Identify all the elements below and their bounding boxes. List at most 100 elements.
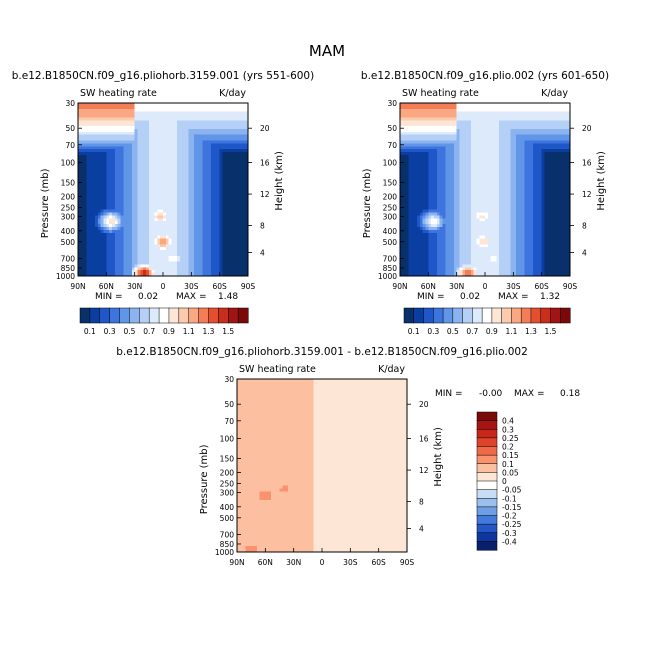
- contour-cell: [202, 160, 206, 165]
- contour-cell: [408, 261, 412, 265]
- contour-cell: [417, 137, 421, 141]
- contour-cell: [151, 232, 155, 237]
- contour-cell: [231, 146, 235, 150]
- contour-cell: [436, 126, 441, 130]
- contour-cell: [171, 163, 175, 167]
- contour-cell: [97, 131, 102, 136]
- contour-cell: [434, 206, 438, 211]
- contour-cell: [417, 175, 421, 179]
- contour-cell: [165, 226, 170, 231]
- contour-cell: [225, 264, 229, 268]
- contour-cell: [428, 221, 432, 225]
- contour-cell: [431, 226, 435, 231]
- contour-cell: [129, 241, 133, 245]
- contour-cell: [194, 261, 198, 265]
- contour-cell: [103, 126, 107, 130]
- contour-cell: [219, 154, 223, 159]
- contour-cell: [425, 273, 429, 277]
- contour-cell: [208, 192, 212, 196]
- contour-cell: [163, 146, 167, 150]
- contour-cell: [239, 111, 243, 116]
- contour-cell: [112, 114, 116, 118]
- x-tick-label: 90N: [70, 282, 85, 291]
- contour-cell: [185, 238, 189, 242]
- contour-cell: [199, 232, 204, 237]
- contour-cell: [197, 250, 201, 254]
- contour-cell: [422, 152, 426, 156]
- contour-cell: [100, 128, 104, 133]
- contour-cell: [456, 235, 460, 240]
- contour-cell: [114, 152, 119, 156]
- contour-cell: [191, 140, 195, 144]
- contour-cell: [123, 175, 127, 179]
- contour-cell: [425, 241, 429, 245]
- contour-cell: [202, 166, 206, 170]
- contour-cell: [222, 252, 226, 257]
- chart-subtitle-left: SW heating rate: [80, 88, 157, 99]
- contour-cell: [442, 203, 446, 208]
- contour-cell: [208, 146, 212, 150]
- contour-cell: [245, 255, 249, 260]
- contour-cell: [242, 224, 246, 228]
- contour-cell: [131, 108, 136, 113]
- contour-cell: [425, 198, 429, 202]
- contour-cell: [106, 108, 110, 113]
- contour-cell: [92, 229, 96, 234]
- contour-cell: [180, 177, 184, 182]
- contour-cell: [177, 117, 181, 121]
- contour-cell: [171, 123, 175, 127]
- contour-cell: [160, 238, 164, 242]
- contour-cell: [400, 117, 404, 121]
- contour-cell: [103, 215, 107, 219]
- contour-cell: [86, 177, 90, 182]
- contour-cell: [117, 166, 121, 170]
- contour-cell: [123, 123, 127, 127]
- contour-cell: [191, 226, 195, 231]
- contour-cell: [228, 215, 232, 219]
- contour-cell: [228, 120, 232, 124]
- contour-cell: [231, 137, 235, 141]
- contour-cell: [233, 117, 238, 121]
- contour-cell: [419, 206, 424, 211]
- contour-cell: [180, 149, 184, 153]
- contour-cell: [202, 123, 206, 127]
- contour-cell: [137, 258, 141, 263]
- contour-cell: [97, 140, 102, 144]
- contour-cell: [408, 198, 412, 202]
- contour-cell: [134, 126, 138, 130]
- contour-cell: [188, 192, 192, 196]
- contour-cell: [456, 264, 460, 268]
- contour-cell: [219, 180, 223, 185]
- contour-cell: [146, 195, 150, 199]
- contour-cell: [97, 203, 102, 208]
- contour-cell: [400, 103, 404, 107]
- contour-cell: [185, 261, 189, 265]
- contour-cell: [109, 128, 113, 133]
- contour-cell: [436, 183, 441, 188]
- contour-cell: [453, 198, 458, 202]
- contour-cell: [106, 154, 110, 159]
- contour-cell: [148, 134, 153, 139]
- contour-cell: [214, 212, 218, 216]
- contour-cell: [453, 229, 458, 234]
- contour-cell: [425, 250, 429, 254]
- contour-cell: [448, 103, 452, 107]
- contour-cell: [100, 183, 104, 188]
- contour-cell: [402, 160, 407, 165]
- contour-cell: [448, 163, 452, 167]
- contour-cell: [168, 126, 172, 130]
- contour-cell: [205, 146, 209, 150]
- contour-cell: [120, 172, 124, 176]
- contour-cell: [236, 244, 240, 248]
- contour-cell: [208, 128, 212, 133]
- contour-cell: [182, 177, 187, 182]
- contour-cell: [154, 117, 158, 121]
- contour-cell: [445, 149, 449, 153]
- contour-cell: [417, 267, 421, 271]
- contour-cell: [168, 175, 172, 179]
- contour-cell: [92, 157, 96, 162]
- contour-cell: [245, 131, 249, 136]
- contour-cell: [434, 152, 438, 156]
- contour-cell: [103, 105, 107, 110]
- contour-cell: [405, 250, 409, 254]
